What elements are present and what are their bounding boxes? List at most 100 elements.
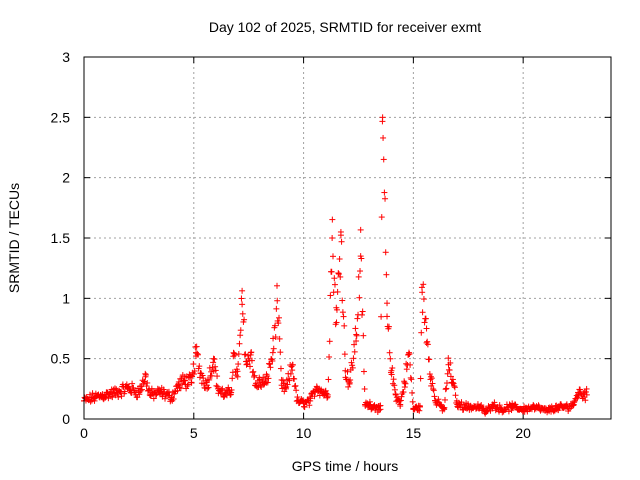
data-point-marker: [191, 367, 198, 374]
data-point-marker: [431, 393, 438, 400]
data-point-marker: [194, 350, 201, 357]
data-point-marker: [397, 397, 404, 404]
data-point-marker: [293, 387, 300, 394]
data-point-marker: [148, 385, 155, 392]
data-point-marker: [129, 380, 136, 387]
data-point-marker: [212, 363, 219, 370]
data-point-marker: [420, 281, 427, 288]
data-point-marker: [266, 360, 273, 367]
data-point-marker: [291, 383, 298, 390]
data-point-marker: [424, 338, 431, 345]
data-point-marker: [188, 379, 195, 386]
data-point-marker: [422, 315, 429, 322]
data-point-marker: [212, 367, 219, 374]
data-point-marker: [323, 390, 330, 397]
data-point-marker: [423, 339, 430, 346]
data-point-marker: [341, 322, 348, 329]
x-tick-label: 15: [406, 425, 422, 441]
data-point-marker: [237, 327, 244, 334]
data-point-marker: [239, 287, 246, 294]
data-point-marker: [113, 389, 120, 396]
data-point-marker: [190, 361, 197, 368]
data-point-marker: [138, 386, 145, 393]
data-point-marker: [435, 396, 442, 403]
data-point-marker: [403, 360, 410, 367]
data-point-marker: [301, 404, 308, 411]
data-point-marker: [208, 368, 215, 375]
data-point-marker: [427, 373, 434, 380]
data-point-marker: [326, 338, 333, 345]
data-point-marker: [498, 406, 505, 413]
data-point-marker: [174, 387, 181, 394]
data-point-marker: [116, 388, 123, 395]
data-point-marker: [124, 384, 131, 391]
data-point-marker: [256, 379, 263, 386]
data-point-marker: [324, 394, 331, 401]
data-point-marker: [417, 375, 424, 382]
data-point-marker: [248, 357, 255, 364]
data-point-marker: [239, 310, 246, 317]
data-point-marker: [277, 349, 284, 356]
data-point-marker: [389, 380, 396, 387]
data-point-marker: [458, 399, 465, 406]
data-point-marker: [275, 320, 282, 327]
data-point-marker: [338, 238, 345, 245]
data-point-marker: [102, 391, 109, 398]
data-point-marker: [146, 391, 153, 398]
data-point-marker: [335, 270, 342, 277]
data-point-marker: [164, 391, 171, 398]
data-point-marker: [509, 403, 516, 410]
data-point-marker: [311, 393, 318, 400]
data-point-marker: [230, 353, 237, 360]
data-point-marker: [378, 313, 385, 320]
data-point-marker: [209, 364, 216, 371]
data-point-marker: [272, 322, 279, 329]
data-point-marker: [247, 349, 254, 356]
data-point-marker: [447, 373, 454, 380]
data-point-marker: [356, 294, 363, 301]
data-point-marker: [206, 376, 213, 383]
data-point-marker: [583, 385, 590, 392]
data-point-marker: [405, 349, 412, 356]
data-point-marker: [383, 271, 390, 278]
data-point-marker: [443, 385, 450, 392]
data-point-marker: [418, 329, 425, 336]
data-point-marker: [283, 385, 290, 392]
data-point-marker: [382, 249, 389, 256]
data-point-marker: [281, 380, 288, 387]
data-point-marker: [279, 377, 286, 384]
data-point-marker: [580, 390, 587, 397]
data-point-marker: [143, 383, 150, 390]
data-point-marker: [379, 114, 386, 121]
data-point-marker: [306, 402, 313, 409]
data-point-marker: [200, 380, 207, 387]
data-point-marker: [145, 387, 152, 394]
data-point-marker: [210, 355, 217, 362]
data-point-marker: [390, 376, 397, 383]
data-point-marker: [432, 397, 439, 404]
data-point-marker: [391, 386, 398, 393]
data-point-marker: [234, 368, 241, 375]
y-tick-label: 1.5: [51, 230, 71, 246]
data-point-marker: [265, 375, 272, 382]
data-point-marker: [396, 398, 403, 405]
data-point-marker: [234, 373, 241, 380]
data-point-marker: [307, 397, 314, 404]
data-point-marker: [130, 384, 137, 391]
data-point-marker: [235, 351, 242, 358]
data-point-marker: [334, 288, 341, 295]
data-point-marker: [451, 383, 458, 390]
data-point-marker: [193, 343, 200, 350]
data-point-marker: [238, 295, 245, 302]
data-point-marker: [531, 403, 538, 410]
data-point-marker: [358, 311, 365, 318]
data-point-marker: [250, 368, 257, 375]
data-point-marker: [377, 406, 384, 413]
data-point-marker: [553, 406, 560, 413]
x-tick-label: 20: [515, 425, 531, 441]
data-point-marker: [221, 391, 228, 398]
data-point-marker: [520, 406, 527, 413]
data-point-marker: [269, 349, 276, 356]
data-point-marker: [452, 392, 459, 399]
data-point-marker: [408, 376, 415, 383]
